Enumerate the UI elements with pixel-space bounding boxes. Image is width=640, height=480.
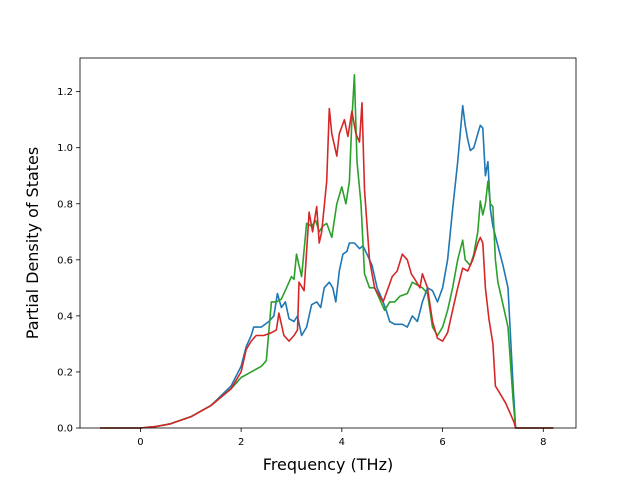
x-tick-label: 4 — [339, 437, 345, 448]
y-tick-label: 1.2 — [57, 87, 73, 98]
y-axis: 0.0 0.2 0.4 0.6 0.8 1.0 1.2 — [57, 87, 80, 435]
series-line-2 — [100, 74, 554, 429]
y-tick-label: 0.8 — [57, 199, 73, 210]
plot-frame — [79, 57, 577, 429]
y-axis-label: Partial Density of States — [23, 147, 42, 339]
x-tick-label: 2 — [238, 437, 244, 448]
series-line-1 — [100, 104, 554, 429]
y-tick-label: 0.0 — [57, 424, 73, 435]
x-tick-label: 6 — [439, 437, 445, 448]
y-tick-label: 0.6 — [57, 255, 73, 266]
x-tick-label: 8 — [540, 437, 546, 448]
y-tick-label: 0.4 — [57, 311, 73, 322]
series-layer — [100, 74, 554, 429]
x-axis: 0 2 4 6 8 — [137, 428, 546, 448]
y-tick-label: 0.2 — [57, 367, 73, 378]
x-axis-label: Frequency (THz) — [263, 455, 393, 474]
series-line-3 — [100, 102, 554, 429]
x-tick-label: 0 — [137, 437, 143, 448]
y-tick-label: 1.0 — [57, 143, 73, 154]
